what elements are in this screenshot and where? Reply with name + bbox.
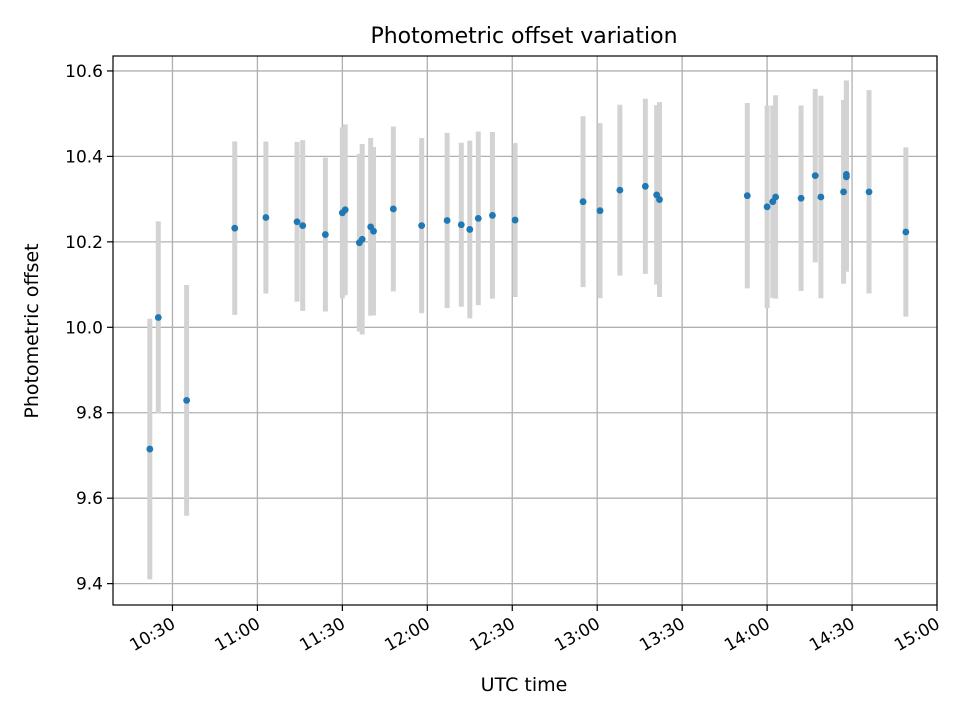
y-tick-label: 10.6 [65, 62, 103, 82]
data-point [811, 172, 819, 180]
x-axis-label: UTC time [481, 674, 568, 696]
grid [113, 56, 938, 605]
data-point [772, 193, 779, 201]
data-point [865, 188, 873, 196]
data-point [489, 211, 496, 219]
data-point [358, 235, 366, 243]
data-point [457, 221, 465, 229]
data-points [146, 170, 910, 453]
y-tick-label: 10.0 [65, 318, 103, 338]
data-point [579, 198, 587, 206]
data-point [763, 203, 771, 211]
data-point [293, 218, 301, 226]
data-point [231, 224, 239, 232]
data-point [840, 188, 847, 196]
data-point [154, 314, 162, 321]
data-point [656, 196, 663, 203]
data-point [341, 206, 349, 214]
data-point [262, 214, 270, 221]
data-point [842, 170, 850, 178]
data-point [596, 207, 604, 215]
y-axis-label: Photometric offset [21, 243, 43, 418]
data-point [183, 396, 191, 404]
y-tick-label: 9.8 [76, 404, 103, 424]
data-point [616, 186, 624, 194]
data-point [146, 445, 154, 453]
data-point [466, 226, 474, 233]
data-point [902, 228, 910, 236]
data-point [418, 222, 426, 230]
data-point [474, 214, 482, 222]
data-point [641, 182, 649, 190]
data-point [321, 231, 329, 238]
data-point [299, 222, 307, 230]
y-tick-label: 10.2 [65, 233, 103, 253]
y-tick-label: 9.4 [76, 575, 103, 595]
chart-title: Photometric offset variation [370, 24, 677, 49]
data-point [743, 192, 751, 200]
data-point [797, 194, 805, 202]
axes-frame [112, 55, 938, 606]
y-tick-label: 10.4 [65, 147, 103, 167]
data-point [443, 217, 451, 224]
data-point [511, 216, 519, 224]
y-tick-label: 9.6 [76, 489, 103, 509]
data-point [389, 205, 397, 213]
data-point [370, 227, 377, 235]
data-point [817, 193, 825, 201]
